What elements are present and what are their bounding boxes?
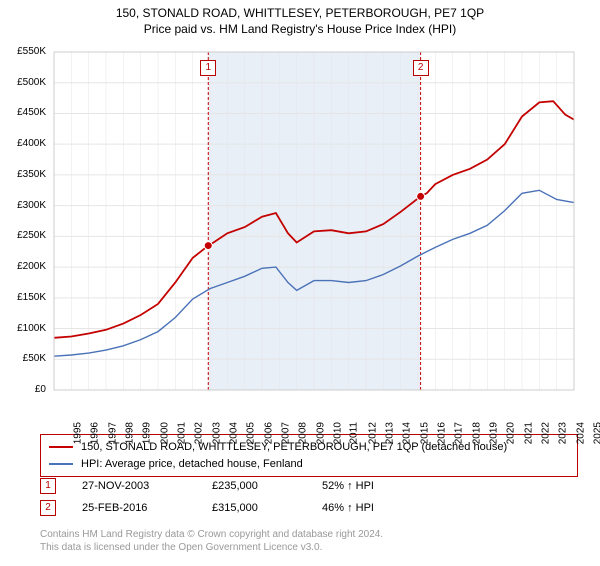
- x-axis-label: 2022: [540, 422, 551, 444]
- y-axis-label: £200K: [2, 261, 46, 272]
- legend-row-hpi: HPI: Average price, detached house, Fenl…: [49, 456, 569, 473]
- x-axis-label: 2005: [246, 422, 257, 444]
- sale-pct-2: 46% ↑ HPI: [322, 502, 422, 514]
- x-axis-label: 2012: [367, 422, 378, 444]
- price-chart: [50, 48, 580, 418]
- x-axis-label: 2013: [384, 422, 395, 444]
- x-axis-label: 2006: [263, 422, 274, 444]
- x-axis-label: 2020: [506, 422, 517, 444]
- x-axis-label: 2011: [349, 422, 360, 444]
- x-axis-label: 2002: [194, 422, 205, 444]
- x-axis-label: 2014: [402, 422, 413, 444]
- sale-marker-1: 1: [40, 478, 56, 494]
- chart-marker-1: 1: [200, 60, 216, 76]
- y-axis-label: £400K: [2, 138, 46, 149]
- y-axis-label: £300K: [2, 200, 46, 211]
- y-axis-label: £50K: [2, 353, 46, 364]
- y-axis-label: £150K: [2, 292, 46, 303]
- x-axis-label: 2024: [575, 422, 586, 444]
- x-axis-label: 2023: [558, 422, 569, 444]
- x-axis-label: 2001: [176, 422, 187, 444]
- chart-container: 150, STONALD ROAD, WHITTLESEY, PETERBORO…: [0, 6, 600, 566]
- x-axis-label: 1997: [107, 422, 118, 444]
- x-axis-label: 2004: [228, 422, 239, 444]
- y-axis-label: £100K: [2, 323, 46, 334]
- x-axis-label: 1999: [142, 422, 153, 444]
- chart-marker-2: 2: [413, 60, 429, 76]
- footer-text: Contains HM Land Registry data © Crown c…: [40, 528, 383, 554]
- sale-price-1: £235,000: [212, 480, 322, 492]
- footer-line2: This data is licensed under the Open Gov…: [40, 541, 383, 554]
- x-axis-label: 2008: [298, 422, 309, 444]
- x-axis-label: 1995: [72, 422, 83, 444]
- y-axis-label: £450K: [2, 107, 46, 118]
- sale-price-2: £315,000: [212, 502, 322, 514]
- x-axis-label: 2007: [280, 422, 291, 444]
- x-axis-label: 2016: [436, 422, 447, 444]
- legend-swatch-property: [49, 446, 73, 448]
- sale-row-2: 2 25-FEB-2016 £315,000 46% ↑ HPI: [40, 500, 422, 516]
- x-axis-label: 2021: [523, 422, 534, 444]
- x-axis-label: 2009: [315, 422, 326, 444]
- x-axis-label: 2019: [488, 422, 499, 444]
- legend-label-hpi: HPI: Average price, detached house, Fenl…: [81, 456, 303, 473]
- x-axis-label: 2010: [332, 422, 343, 444]
- sale-date-1: 27-NOV-2003: [82, 480, 212, 492]
- y-axis-label: £500K: [2, 77, 46, 88]
- x-axis-label: 2025: [592, 422, 600, 444]
- footer-line1: Contains HM Land Registry data © Crown c…: [40, 528, 383, 541]
- y-axis-label: £350K: [2, 169, 46, 180]
- x-axis-label: 2000: [159, 422, 170, 444]
- x-axis-label: 2017: [454, 422, 465, 444]
- y-axis-label: £250K: [2, 230, 46, 241]
- x-axis-label: 1996: [90, 422, 101, 444]
- title-line2: Price paid vs. HM Land Registry's House …: [0, 22, 600, 36]
- title-line1: 150, STONALD ROAD, WHITTLESEY, PETERBORO…: [0, 6, 600, 20]
- x-axis-label: 1998: [124, 422, 135, 444]
- sale-pct-1: 52% ↑ HPI: [322, 480, 422, 492]
- x-axis-label: 2018: [471, 422, 482, 444]
- x-axis-label: 2015: [419, 422, 430, 444]
- legend-swatch-hpi: [49, 463, 73, 465]
- sale-date-2: 25-FEB-2016: [82, 502, 212, 514]
- sale-row-1: 1 27-NOV-2003 £235,000 52% ↑ HPI: [40, 478, 422, 494]
- x-axis-label: 2003: [211, 422, 222, 444]
- sale-marker-2: 2: [40, 500, 56, 516]
- y-axis-label: £0: [2, 384, 46, 395]
- y-axis-label: £550K: [2, 46, 46, 57]
- sale-rows: 1 27-NOV-2003 £235,000 52% ↑ HPI 2 25-FE…: [40, 478, 422, 522]
